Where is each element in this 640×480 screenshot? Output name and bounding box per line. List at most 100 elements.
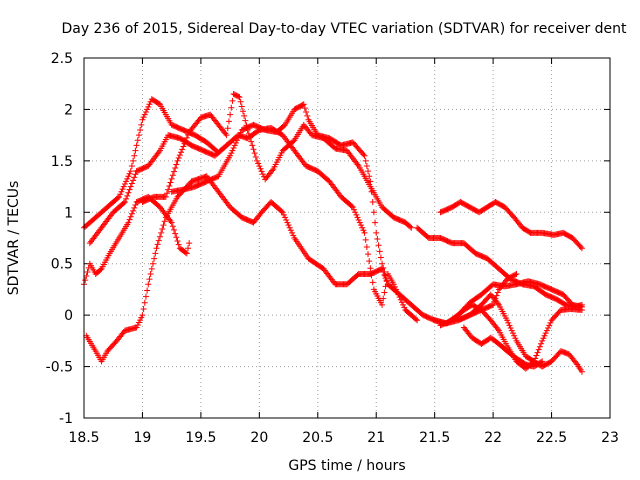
data-point	[255, 160, 262, 167]
data-point	[154, 241, 161, 248]
data-point	[181, 140, 188, 147]
x-tick-label: 18.5	[68, 430, 99, 446]
data-point	[360, 227, 367, 234]
data-point	[379, 260, 386, 267]
data-point	[146, 101, 153, 108]
data-point	[224, 125, 231, 132]
data-point	[223, 132, 230, 139]
data-point	[369, 279, 376, 286]
data-point	[249, 142, 256, 149]
data-point	[144, 287, 151, 294]
data-point	[376, 248, 383, 255]
data-point	[124, 175, 131, 182]
x-tick-label: 22.5	[536, 430, 567, 446]
data-point	[287, 227, 294, 234]
data-point	[156, 233, 163, 240]
data-point	[300, 101, 307, 108]
data-point	[135, 132, 142, 139]
data-point	[167, 179, 174, 186]
data-point	[168, 175, 175, 182]
data-point	[361, 152, 368, 159]
data-point	[541, 332, 548, 339]
data-point	[182, 137, 189, 144]
data-point	[232, 139, 239, 146]
data-point	[400, 301, 407, 308]
data-point	[120, 183, 127, 190]
data-point	[171, 226, 178, 233]
data-point	[536, 343, 543, 350]
data-point	[147, 271, 154, 277]
data-point	[253, 157, 260, 164]
y-tick-label: 1.5	[51, 154, 73, 170]
data-point	[511, 332, 518, 339]
data-point	[533, 352, 540, 359]
data-point	[141, 111, 148, 118]
data-point	[158, 229, 165, 236]
data-point	[227, 152, 234, 159]
data-point	[231, 142, 238, 149]
data-point	[141, 299, 148, 306]
data-point	[531, 358, 538, 365]
data-marks	[81, 91, 585, 375]
data-point	[160, 222, 167, 229]
data-point	[237, 98, 244, 105]
x-tick-label: 22	[484, 430, 502, 446]
data-point	[132, 171, 139, 178]
data-point	[171, 168, 178, 175]
data-point	[127, 183, 134, 190]
series-track-12	[431, 278, 585, 327]
data-point	[145, 281, 152, 288]
data-point	[117, 191, 124, 198]
data-point	[578, 303, 585, 310]
data-point	[178, 149, 185, 156]
data-point	[131, 204, 138, 211]
data-point	[538, 359, 545, 366]
data-point	[140, 305, 147, 312]
data-point	[359, 224, 366, 231]
data-point	[547, 319, 554, 326]
data-point	[227, 111, 234, 118]
tick-layer	[83, 57, 611, 419]
data-point	[545, 325, 552, 331]
data-point	[351, 206, 358, 213]
x-tick-label: 23	[601, 430, 619, 446]
data-point	[412, 316, 419, 323]
data-point	[363, 244, 370, 250]
data-point	[169, 172, 176, 179]
data-point	[257, 165, 264, 172]
data-point	[354, 214, 361, 221]
data-point	[368, 272, 375, 279]
data-point	[186, 240, 193, 247]
data-point	[251, 150, 258, 157]
data-point	[132, 201, 139, 208]
data-point	[152, 250, 159, 257]
data-point	[366, 258, 373, 265]
data-point	[494, 300, 501, 307]
data-point	[512, 271, 519, 278]
data-point	[504, 317, 511, 324]
data-point	[379, 265, 386, 272]
data-point	[258, 168, 265, 175]
data-point	[380, 295, 387, 302]
data-point	[128, 210, 135, 217]
data-point	[155, 237, 162, 244]
x-tick-label: 21.5	[419, 430, 450, 446]
data-point	[142, 293, 149, 300]
data-point	[139, 116, 146, 123]
data-point	[125, 219, 132, 226]
data-point	[225, 118, 232, 125]
data-point	[542, 330, 549, 337]
data-point	[179, 146, 186, 153]
data-point	[285, 222, 292, 229]
data-point	[390, 281, 397, 288]
data-point	[303, 109, 310, 115]
data-point	[151, 255, 158, 262]
y-tick-label: -1	[59, 411, 73, 427]
data-point	[375, 242, 382, 249]
data-point	[304, 112, 311, 119]
x-tick-label: 21	[367, 430, 385, 446]
data-point	[401, 304, 408, 311]
data-point	[246, 134, 253, 141]
data-point	[118, 188, 125, 195]
